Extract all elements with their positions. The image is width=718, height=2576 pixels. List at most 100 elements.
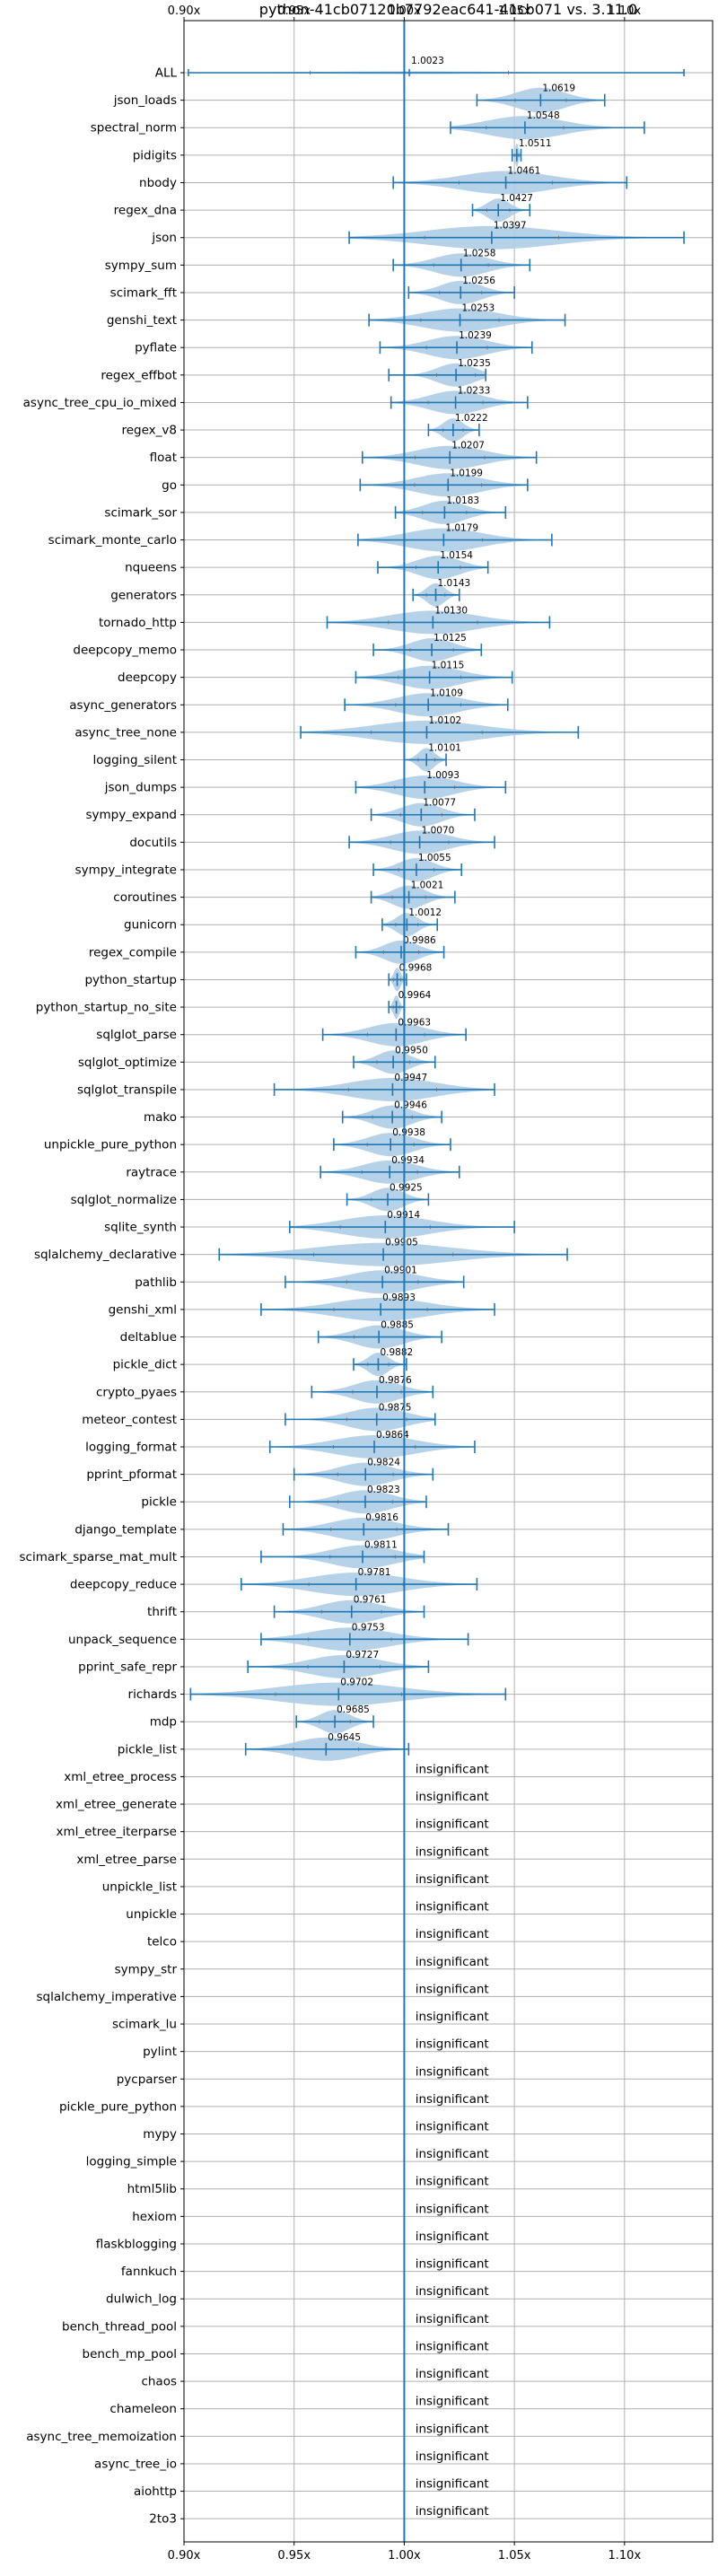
violin-value-label: 0.9824: [367, 1458, 400, 1468]
violin-value-label: 0.9645: [328, 1732, 361, 1743]
benchmark-label: hexiom: [132, 2210, 177, 2224]
benchmark-label: json_dumps: [104, 781, 177, 795]
benchmark-label: genshi_xml: [109, 1302, 177, 1317]
benchmark-label: sqlglot_optimize: [78, 1056, 177, 1070]
benchmark-label: richards: [128, 1687, 177, 1702]
insignificant-label: insignificant: [416, 1927, 489, 1941]
insignificant-label: insignificant: [416, 1818, 489, 1832]
benchmark-label: generators: [110, 588, 177, 602]
benchmark-label: mypy: [143, 2127, 177, 2142]
violin-value-label: 0.9685: [337, 1704, 370, 1715]
benchmark-label: spectral_norm: [91, 121, 177, 136]
insignificant-label: insignificant: [416, 2230, 489, 2244]
violin-value-label: 1.0021: [411, 881, 444, 891]
x-tick-label-top: 0.90x: [168, 4, 201, 18]
benchmark-label: json: [151, 231, 177, 245]
violin-value-label: 0.9986: [403, 935, 436, 946]
benchmark-label: logging_silent: [93, 753, 177, 767]
benchmark-label: logging_format: [85, 1441, 177, 1455]
benchmark-label: pprint_pformat: [86, 1468, 177, 1482]
benchmark-label: mako: [144, 1110, 177, 1125]
benchmark-label: sqlglot_normalize: [71, 1193, 177, 1207]
x-tick-label-top: 1.10x: [609, 4, 642, 18]
insignificant-label: insignificant: [416, 2147, 489, 2161]
benchmark-label: genshi_text: [107, 313, 177, 328]
violin-value-label: 0.9882: [380, 1347, 413, 1358]
violin-value-label: 0.9864: [376, 1430, 409, 1441]
violin-value-label: 0.9938: [392, 1127, 425, 1138]
benchmark-label: deltablue: [120, 1330, 177, 1345]
violin-value-label: 0.9905: [385, 1238, 418, 1249]
benchmark-label: async_tree_none: [74, 725, 177, 740]
benchmark-label: chaos: [141, 2375, 177, 2389]
benchmark-label: pickle: [141, 1495, 177, 1510]
benchmark-label: python_startup_no_site: [36, 1001, 177, 1015]
violin-value-label: 0.9781: [358, 1567, 391, 1578]
insignificant-label: insignificant: [416, 2010, 489, 2024]
violin-value-label: 0.9946: [394, 1100, 427, 1111]
benchmark-label: pylint: [143, 2045, 177, 2059]
insignificant-label: insignificant: [416, 2504, 489, 2519]
benchmark-label: ALL: [155, 66, 178, 81]
violin-value-label: 0.9761: [354, 1595, 387, 1606]
violin-value-label: 1.0427: [500, 193, 533, 204]
violin-value-label: 0.9934: [391, 1155, 425, 1166]
x-tick-label-top: 0.95x: [277, 4, 311, 18]
benchmark-label: sympy_sum: [105, 258, 177, 273]
benchmark-label: raytrace: [126, 1165, 177, 1179]
benchmark-label: pycparser: [117, 2072, 178, 2087]
benchmark-label: async_tree_io: [94, 2457, 177, 2471]
violin-value-label: 1.0233: [458, 385, 491, 396]
benchmark-label: aiohttp: [134, 2484, 177, 2499]
insignificant-label: insignificant: [416, 2422, 489, 2436]
benchmark-label: sqlalchemy_declarative: [34, 1248, 177, 1262]
violin-value-label: 0.9727: [346, 1650, 379, 1660]
benchmark-label: gunicorn: [124, 918, 177, 933]
violin-value-label: 1.0235: [458, 358, 491, 369]
violin-value-label: 0.9702: [340, 1678, 373, 1688]
benchmark-label: telco: [147, 1935, 177, 1950]
violin-value-label: 0.9885: [381, 1320, 414, 1331]
violin-value-label: 0.9823: [367, 1485, 400, 1495]
violin-value-label: 0.9811: [364, 1539, 398, 1550]
benchmark-label: deepcopy: [118, 670, 177, 685]
violin-value-label: 1.0199: [450, 468, 483, 478]
x-tick-label-bottom: 1.00x: [388, 2549, 421, 2563]
benchmark-label: python_startup: [84, 973, 177, 987]
benchmark-label: mdp: [150, 1715, 177, 1730]
benchmark-label: regex_dna: [114, 204, 177, 218]
benchmark-label: sympy_expand: [85, 808, 177, 822]
benchmark-label: float: [150, 451, 177, 465]
benchmark-label: xml_etree_parse: [76, 1853, 177, 1867]
benchmark-label: crypto_pyaes: [96, 1385, 177, 1399]
violin-value-label: 1.0102: [428, 715, 461, 726]
violin-value-label: 0.9753: [352, 1622, 385, 1633]
benchmark-label: sympy_integrate: [75, 863, 177, 877]
violin-value-label: 1.0222: [455, 413, 488, 424]
benchmark-label: pyflate: [135, 341, 177, 355]
insignificant-label: insignificant: [416, 2312, 489, 2326]
violin-value-label: 1.0125: [433, 633, 467, 644]
violin-value-label: 1.0130: [434, 605, 468, 616]
benchmark-label: regex_effbot: [101, 368, 177, 382]
violin-value-label: 0.9901: [384, 1265, 417, 1275]
benchmark-label: deepcopy_memo: [73, 644, 177, 658]
benchmark-label: docutils: [129, 836, 177, 850]
benchmark-label: json_loads: [113, 93, 177, 108]
x-tick-label-bottom: 1.05x: [498, 2549, 531, 2563]
violin-value-label: 0.9875: [379, 1402, 412, 1413]
violin-value-label: 1.0183: [446, 495, 479, 506]
violin-value-label: 1.0023: [411, 56, 444, 66]
benchmark-label: nqueens: [125, 561, 177, 575]
insignificant-label: insignificant: [416, 1955, 489, 1969]
violin-value-label: 1.0101: [428, 743, 461, 754]
violin-value-label: 1.0239: [459, 330, 492, 341]
insignificant-label: insignificant: [416, 2477, 489, 2492]
benchmark-label: logging_simple: [86, 2155, 177, 2169]
benchmark-label: unpickle_pure_python: [44, 1138, 177, 1152]
violin-value-label: 1.0511: [519, 138, 552, 149]
violin-value-label: 1.0619: [542, 83, 575, 94]
insignificant-label: insignificant: [416, 2395, 489, 2409]
benchmark-label: xml_etree_process: [64, 1770, 177, 1784]
